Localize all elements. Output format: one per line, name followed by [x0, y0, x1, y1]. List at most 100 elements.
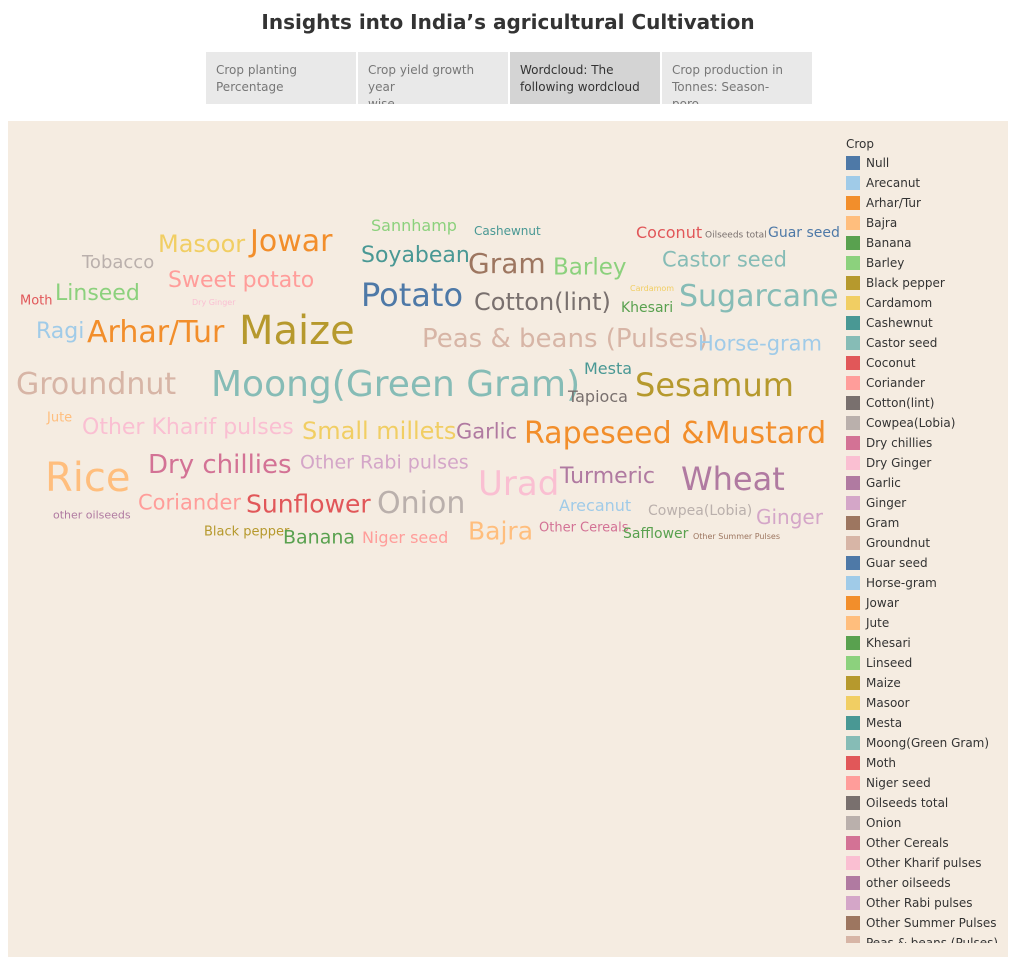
legend-item[interactable]: Bajra: [846, 213, 1006, 233]
word-item[interactable]: Linseed: [55, 281, 140, 306]
legend-item[interactable]: Maize: [846, 673, 1006, 693]
word-item[interactable]: Turmeric: [560, 464, 655, 489]
legend-item[interactable]: Cardamom: [846, 293, 1006, 313]
word-item[interactable]: Peas & beans (Pulses): [422, 324, 709, 354]
word-item[interactable]: Dry Ginger: [192, 298, 236, 307]
word-item[interactable]: Jowar: [250, 224, 333, 259]
legend-item[interactable]: Cashewnut: [846, 313, 1006, 333]
legend-item[interactable]: other oilseeds: [846, 873, 1006, 893]
legend-item[interactable]: Arecanut: [846, 173, 1006, 193]
word-item[interactable]: Gram: [468, 247, 546, 280]
legend-item[interactable]: Niger seed: [846, 773, 1006, 793]
legend-item[interactable]: Guar seed: [846, 553, 1006, 573]
word-item[interactable]: Coriander: [138, 490, 242, 515]
legend-item[interactable]: Other Kharif pulses: [846, 853, 1006, 873]
legend-item[interactable]: Other Rabi pulses: [846, 893, 1006, 913]
word-item[interactable]: Khesari: [621, 300, 674, 316]
word-item[interactable]: Oilseeds total: [705, 230, 767, 241]
word-item[interactable]: Jute: [47, 410, 73, 426]
word-item[interactable]: Other Kharif pulses: [82, 415, 294, 440]
legend-item[interactable]: Black pepper: [846, 273, 1006, 293]
word-item[interactable]: Horse-gram: [698, 331, 823, 356]
word-item[interactable]: Sesamum: [635, 366, 794, 404]
word-item[interactable]: Castor seed: [662, 247, 787, 272]
legend-item[interactable]: Other Cereals: [846, 833, 1006, 853]
tab-crop-production[interactable]: Crop production in Tonnes: Season-poro..: [662, 52, 812, 104]
legend-item[interactable]: Null: [846, 153, 1006, 173]
word-item[interactable]: Cashewnut: [474, 224, 541, 238]
word-item[interactable]: Rapeseed &Mustard: [524, 416, 827, 451]
legend-item[interactable]: Peas & beans (Pulses): [846, 933, 1006, 943]
word-item[interactable]: Tobacco: [82, 252, 155, 273]
legend-item[interactable]: Horse-gram: [846, 573, 1006, 593]
word-item[interactable]: Arhar/Tur: [87, 315, 225, 350]
word-item[interactable]: Small millets: [302, 417, 457, 445]
legend-item[interactable]: Cowpea(Lobia): [846, 413, 1006, 433]
legend-item[interactable]: Coriander: [846, 373, 1006, 393]
word-item[interactable]: Wheat: [681, 460, 785, 498]
legend-item[interactable]: Other Summer Pulses: [846, 913, 1006, 933]
tab-crop-yield[interactable]: Crop yield growth year wise: [358, 52, 508, 104]
word-item[interactable]: Moth: [20, 293, 53, 309]
word-item[interactable]: Potato: [361, 276, 464, 314]
legend-item[interactable]: Groundnut: [846, 533, 1006, 553]
word-item[interactable]: Cowpea(Lobia): [648, 503, 753, 519]
word-item[interactable]: other oilseeds: [53, 508, 131, 522]
legend-item[interactable]: Garlic: [846, 473, 1006, 493]
legend-item[interactable]: Dry Ginger: [846, 453, 1006, 473]
word-item[interactable]: Sweet potato: [168, 268, 315, 293]
legend-item[interactable]: Onion: [846, 813, 1006, 833]
word-item[interactable]: Ragi: [36, 319, 85, 344]
legend-item[interactable]: Arhar/Tur: [846, 193, 1006, 213]
legend-item[interactable]: Linseed: [846, 653, 1006, 673]
legend-item[interactable]: Moth: [846, 753, 1006, 773]
legend-item[interactable]: Oilseeds total: [846, 793, 1006, 813]
word-item[interactable]: Other Summer Pulses: [693, 532, 780, 541]
legend-item[interactable]: Castor seed: [846, 333, 1006, 353]
legend-item[interactable]: Barley: [846, 253, 1006, 273]
word-item[interactable]: Groundnut: [16, 367, 177, 402]
legend-item[interactable]: Khesari: [846, 633, 1006, 653]
legend-item[interactable]: Moong(Green Gram): [846, 733, 1006, 753]
word-item[interactable]: Maize: [239, 308, 355, 354]
word-item[interactable]: Masoor: [158, 230, 246, 258]
word-item[interactable]: Sannhamp: [371, 216, 457, 235]
word-item[interactable]: Arecanut: [559, 496, 632, 515]
legend-item[interactable]: Mesta: [846, 713, 1006, 733]
word-item[interactable]: Niger seed: [362, 528, 449, 547]
word-item[interactable]: Sugarcane: [679, 279, 839, 314]
word-item[interactable]: Onion: [377, 486, 466, 521]
word-item[interactable]: Garlic: [456, 419, 517, 444]
word-item[interactable]: Safflower: [623, 526, 689, 542]
word-item[interactable]: Other Rabi pulses: [300, 451, 469, 474]
tab-crop-planting[interactable]: Crop planting Percentage: [206, 52, 356, 104]
legend-item[interactable]: Gram: [846, 513, 1006, 533]
word-item[interactable]: Coconut: [636, 223, 703, 242]
word-item[interactable]: Banana: [283, 526, 356, 549]
word-item[interactable]: Soyabean: [361, 243, 470, 268]
word-item[interactable]: Urad: [478, 464, 560, 504]
word-item[interactable]: Mesta: [584, 359, 633, 378]
word-item[interactable]: Other Cereals: [539, 520, 629, 536]
word-item[interactable]: Rice: [45, 455, 131, 501]
tab-wordcloud[interactable]: Wordcloud: The following wordcloud ..: [510, 52, 660, 104]
word-item[interactable]: Black pepper: [204, 524, 290, 540]
word-item[interactable]: Tapioca: [568, 387, 628, 406]
legend-item[interactable]: Coconut: [846, 353, 1006, 373]
word-item[interactable]: Cardamom: [630, 284, 675, 293]
legend-item[interactable]: Ginger: [846, 493, 1006, 513]
legend-item[interactable]: Jowar: [846, 593, 1006, 613]
word-item[interactable]: Ginger: [756, 505, 823, 529]
legend-item[interactable]: Jute: [846, 613, 1006, 633]
legend-item[interactable]: Banana: [846, 233, 1006, 253]
legend-item[interactable]: Masoor: [846, 693, 1006, 713]
legend-item[interactable]: Dry chillies: [846, 433, 1006, 453]
word-item[interactable]: Barley: [553, 254, 627, 281]
legend-item[interactable]: Cotton(lint): [846, 393, 1006, 413]
word-item[interactable]: Bajra: [468, 516, 534, 546]
word-item[interactable]: Guar seed: [768, 225, 840, 241]
word-item[interactable]: Cotton(lint): [474, 288, 611, 316]
word-item[interactable]: Moong(Green Gram): [211, 364, 581, 405]
word-item[interactable]: Sunflower: [246, 489, 371, 519]
word-item[interactable]: Dry chillies: [148, 450, 292, 480]
